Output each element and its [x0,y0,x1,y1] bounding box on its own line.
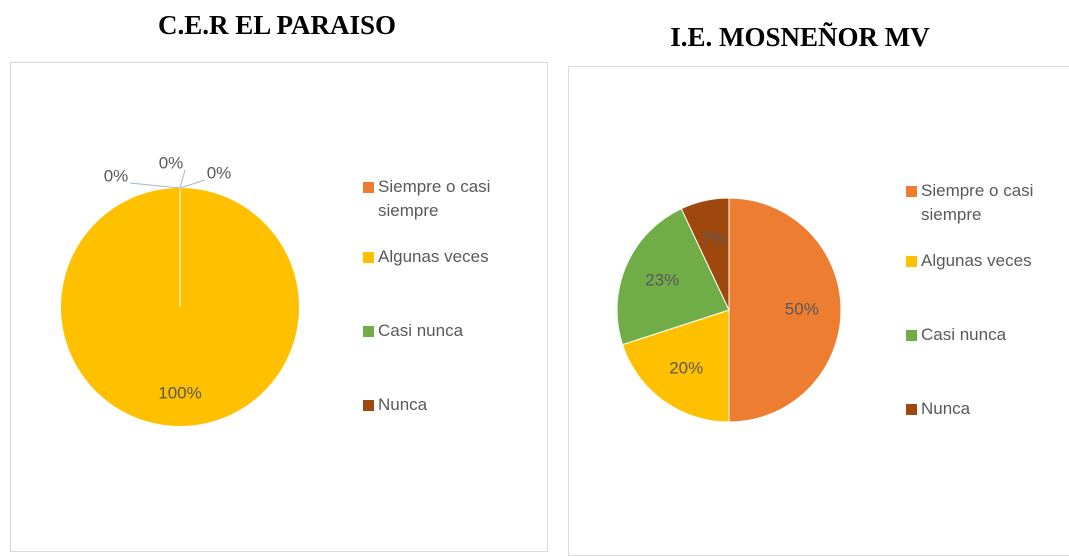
legend-label: Siempre o casi siempre [378,177,491,220]
data-label: 23% [645,271,679,290]
page: C.E.R EL PARAISO I.E. MOSNEÑOR MV 0% 100%… [10,10,1069,556]
legend-swatch [906,404,917,415]
legend-label: Nunca [378,395,428,414]
legend-label: Casi nunca [921,325,1007,344]
legend-swatch [363,182,374,193]
pie-slice [680,197,730,311]
chart-title: C.E.R EL PARAISO [157,10,397,40]
chart-area: 50% 20% 23% 7% Siempre o casi siempre Algunas… [568,66,1069,556]
legend-item: Nunca [363,393,533,417]
legend-swatch [363,326,374,337]
chart-title: I.E. MOSNEÑOR MV [670,22,930,52]
legend-label: Algunas veces [378,247,489,266]
legend-item: Algunas veces [363,245,533,269]
legend-item: Nunca [906,397,1056,421]
data-label: 0% [104,166,129,185]
pie-slice [621,309,730,423]
legend-item: Siempre o casi siempre [363,175,533,223]
data-label: 0% [159,153,184,172]
pie-slice [616,207,730,346]
legend-swatch [906,256,917,267]
legend-item: Siempre o casi siempre [906,179,1056,227]
legend-swatch [363,400,374,411]
legend-swatch [906,330,917,341]
data-label: 20% [669,358,703,377]
chart-area: 0% 100% 0% 0% Siempre o casi siempre Algunas … [10,62,548,552]
data-label: 50% [785,299,819,318]
pie-slice [728,197,842,423]
legend-item: Algunas veces [906,249,1056,273]
data-label: 100% [158,383,201,402]
legend-label: Nunca [921,399,971,418]
data-label: 0% [207,163,232,182]
legend-label: Algunas veces [921,251,1032,270]
leader-line [179,169,186,189]
legend-item: Casi nunca [363,319,533,343]
legend-label: Siempre o casi siempre [921,181,1034,224]
pie-chart: 0% 100% 0% 0% [61,153,299,426]
legend-swatch [906,186,917,197]
legend-item: Casi nunca [906,323,1056,347]
leader-line [179,179,206,189]
legend-label: Casi nunca [378,321,464,340]
leader-line [129,182,181,189]
data-label: 7% [701,228,726,247]
legend-swatch [363,252,374,263]
pie-chart: 50% 20% 23% 7% [616,197,842,423]
